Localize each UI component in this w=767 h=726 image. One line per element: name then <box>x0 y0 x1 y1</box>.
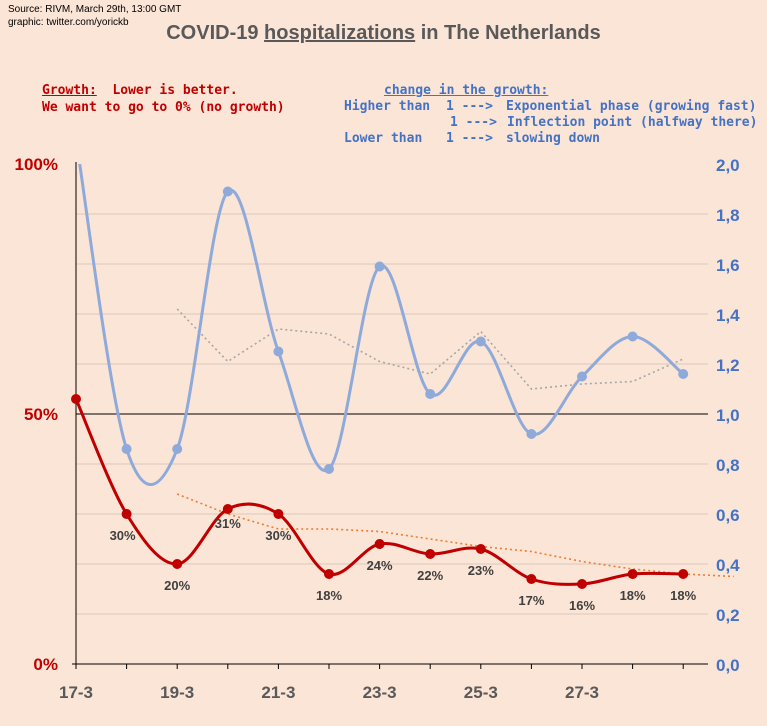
growth-data-label: 17% <box>518 593 544 608</box>
title-suffix: in The Netherlands <box>415 22 601 44</box>
growth-data-label: 24% <box>367 558 393 573</box>
title-prefix: COVID-19 <box>166 22 265 44</box>
x-axis-label: 19-3 <box>160 683 194 702</box>
growth-data-label: 18% <box>670 588 696 603</box>
change-note-row-3-desc: slowing down <box>506 131 600 146</box>
growth-data-label: 18% <box>620 588 646 603</box>
change-note-row-3-value: 1 ---> <box>446 131 493 146</box>
x-axis-label: 23-3 <box>363 683 397 702</box>
change-point <box>121 444 132 454</box>
left-axis-tick-label: 0% <box>33 655 58 674</box>
right-axis-tick-label: 1,6 <box>716 256 740 275</box>
change-point <box>172 444 183 454</box>
chart-title: COVID-19 hospitalizations in The Netherl… <box>0 22 767 45</box>
change-note-row-2-value: 1 ---> <box>450 115 497 130</box>
right-axis-tick-label: 1,2 <box>716 356 740 375</box>
change-point <box>627 331 638 342</box>
growth-data-label: 31% <box>215 516 241 531</box>
right-axis-tick-label: 0,8 <box>716 456 740 475</box>
growth-data-label: 30% <box>110 528 136 543</box>
x-axis-label: 27-3 <box>565 683 599 702</box>
change-point <box>475 336 486 347</box>
growth-series-line <box>74 398 684 586</box>
change-point <box>526 429 537 439</box>
growth-point <box>324 569 334 579</box>
x-axis-label: 21-3 <box>261 683 295 702</box>
right-axis-tick-label: 1,8 <box>716 206 740 225</box>
growth-point <box>374 539 385 549</box>
right-axis-tick-label: 1,4 <box>716 306 740 325</box>
x-axis-label: 25-3 <box>464 683 498 702</box>
graphic-credit: graphic: twitter.com/yorickb <box>8 17 129 28</box>
growth-point <box>577 579 587 589</box>
change-note-header: change in the growth: <box>384 83 549 98</box>
left-axis-tick-label: 50% <box>24 405 58 424</box>
source-text: Source: RIVM, March 29th, 13:00 GMT <box>8 4 182 15</box>
growth-data-label: 18% <box>316 588 342 603</box>
change-note-row-3-left: Lower than <box>344 131 423 146</box>
right-axis-tick-label: 1,0 <box>716 406 740 425</box>
change-point <box>577 371 587 382</box>
growth-point <box>627 569 638 579</box>
growth-data-label: 30% <box>265 528 291 543</box>
growth-data-label: 20% <box>164 578 190 593</box>
growth-point <box>121 509 132 519</box>
right-axis-tick-label: 0,2 <box>716 606 740 625</box>
title-underlined: hospitalizations <box>264 22 416 44</box>
growth-note: Growth: Lower is better. <box>42 83 238 98</box>
change-point <box>425 389 436 399</box>
growth-point <box>475 544 486 554</box>
growth-point <box>273 509 284 519</box>
growth-point <box>526 574 537 584</box>
growth-data-label: 22% <box>417 568 443 583</box>
growth-point <box>172 559 183 569</box>
growth-note-line2: We want to go to 0% (no growth) <box>42 100 285 115</box>
change-point <box>222 186 233 197</box>
right-axis-tick-label: 0,4 <box>716 556 740 575</box>
change-point <box>374 261 385 272</box>
growth-note-label: Growth: <box>42 83 97 98</box>
growth-data-label: 23% <box>468 563 494 578</box>
change-note-row-2-desc: Inflection point (halfway there) <box>507 115 758 130</box>
change-note-row-1-left: Higher than <box>344 99 431 114</box>
right-axis-tick-label: 2,0 <box>716 156 740 175</box>
growth-trend-line <box>176 493 734 578</box>
growth-point <box>678 569 689 579</box>
right-axis-tick-label: 0,6 <box>716 506 740 525</box>
x-axis-label: 17-3 <box>59 683 93 702</box>
change-point <box>678 369 689 379</box>
change-note-row-1-value: 1 ---> <box>446 99 493 114</box>
change-series-line <box>78 164 685 486</box>
growth-point <box>71 394 81 404</box>
left-axis-tick-label: 100% <box>15 155 58 174</box>
growth-point <box>425 549 436 559</box>
growth-note-line1: Lower is better. <box>96 83 238 98</box>
change-note-row-1-desc: Exponential phase (growing fast) <box>506 99 757 114</box>
change-point <box>324 464 334 474</box>
change-point <box>273 346 284 357</box>
growth-point <box>222 504 233 514</box>
right-axis-tick-label: 0,0 <box>716 656 740 675</box>
growth-data-label: 16% <box>569 598 595 613</box>
